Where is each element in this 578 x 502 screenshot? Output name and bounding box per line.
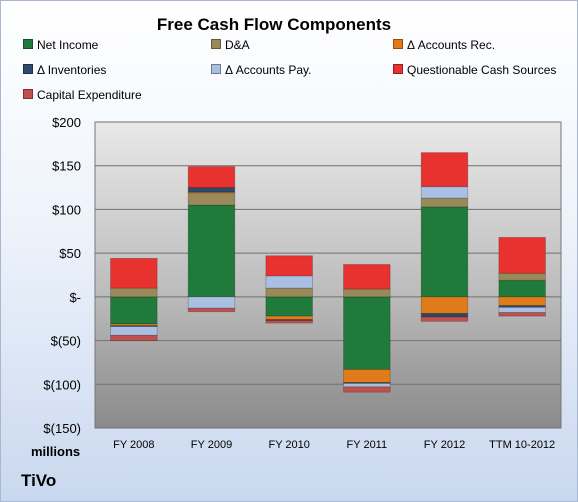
legend-swatch-net-income — [23, 39, 33, 49]
bar-inventories-fy-2009 — [187, 187, 236, 193]
legend-label-net-income: Net Income — [37, 38, 99, 52]
y-tick-label: $(150) — [43, 421, 81, 436]
y-tick-label: $(50) — [51, 334, 81, 349]
legend-item-accounts-rec: Δ Accounts Rec. — [393, 37, 495, 53]
legend-item-capex: Capital Expenditure — [23, 87, 142, 103]
bar-capital-expenditure-ttm-10-2012 — [498, 312, 546, 317]
bar-accounts-rec-fy-2010 — [265, 315, 313, 320]
y-tick-label: $(100) — [43, 377, 81, 392]
legend-swatch-d-and-a — [211, 39, 221, 49]
plot-area — [94, 121, 562, 429]
bars — [110, 152, 546, 393]
legend-item-inventories: Δ Inventories — [23, 62, 106, 78]
legend-label-inventories: Δ Inventories — [37, 63, 107, 77]
x-tick-label: FY 2012 — [424, 439, 465, 451]
company-name: TiVo — [21, 471, 57, 490]
bar-questionable-cash-sources-fy-2012 — [420, 152, 469, 188]
bar-net-income-ttm-10-2012 — [498, 279, 546, 298]
bar-d-a-fy-2012 — [420, 197, 469, 208]
bar-capital-expenditure-fy-2011 — [343, 386, 391, 393]
bar-d-a-fy-2010 — [265, 287, 313, 298]
bar-capital-expenditure-fy-2012 — [420, 316, 469, 322]
legend-item-net-income: Net Income — [23, 37, 98, 53]
bar-net-income-fy-2010 — [265, 296, 313, 317]
bar-accounts-rec-fy-2011 — [343, 369, 391, 383]
bar-accounts-pay-fy-2011 — [343, 383, 391, 388]
x-axis-ticks: FY 2008 FY 2009 FY 2010 FY 2011 FY 2012 TTM 1… — [113, 439, 555, 451]
legend-label-accounts-rec: Δ Accounts Rec. — [407, 38, 496, 52]
legend-label-questionable-cash: Questionable Cash Sources — [407, 63, 557, 77]
y-tick-label: $100 — [52, 202, 81, 217]
bar-questionable-cash-sources-ttm-10-2012 — [498, 237, 546, 274]
bar-capital-expenditure-fy-2009 — [187, 307, 236, 313]
bar-capital-expenditure-fy-2008 — [110, 334, 158, 341]
bar-d-a-fy-2011 — [343, 288, 391, 298]
bar-questionable-cash-sources-fy-2008 — [110, 257, 158, 289]
bar-accounts-pay-ttm-10-2012 — [498, 306, 546, 313]
bar-questionable-cash-sources-fy-2011 — [343, 264, 391, 290]
bar-d-a-ttm-10-2012 — [498, 272, 546, 281]
legend-label-d-and-a: D&A — [225, 38, 250, 52]
unit-label: millions — [31, 444, 80, 459]
bar-inventories-fy-2012 — [420, 313, 469, 318]
legend-item-questionable-cash: Questionable Cash Sources — [393, 62, 556, 78]
bar-capital-expenditure-fy-2010 — [265, 320, 313, 324]
bar-d-a-fy-2008 — [110, 287, 158, 298]
x-tick-label: TTM 10-2012 — [489, 439, 555, 451]
y-tick-label: $150 — [52, 159, 81, 174]
bar-accounts-pay-fy-2009 — [187, 296, 236, 309]
bar-accounts-pay-fy-2008 — [110, 326, 158, 336]
bar-accounts-pay-fy-2012 — [420, 186, 469, 199]
x-tick-label: FY 2011 — [347, 439, 388, 451]
x-tick-label: FY 2009 — [191, 439, 232, 451]
chart-title: Free Cash Flow Components — [156, 15, 392, 34]
legend-swatch-questionable-cash — [393, 64, 403, 74]
chart-legend: Net Income D&A Δ Accounts Rec. Δ Invento… — [23, 37, 563, 107]
bar-net-income-fy-2009 — [187, 204, 236, 298]
legend-item-d-and-a: D&A — [211, 37, 250, 53]
bar-accounts-rec-fy-2012 — [420, 296, 469, 314]
x-tick-label: FY 2010 — [268, 439, 309, 451]
bar-net-income-fy-2012 — [420, 206, 469, 298]
bar-net-income-fy-2011 — [343, 296, 391, 370]
x-tick-label: FY 2008 — [113, 439, 154, 451]
bar-accounts-rec-ttm-10-2012 — [498, 296, 546, 307]
bar-questionable-cash-sources-fy-2010 — [265, 255, 313, 277]
bar-d-a-fy-2009 — [187, 192, 236, 206]
gridlines — [95, 121, 561, 429]
y-tick-label: $200 — [52, 115, 81, 130]
bar-net-income-fy-2008 — [110, 296, 158, 325]
legend-swatch-accounts-pay — [211, 64, 221, 74]
legend-swatch-accounts-rec — [393, 39, 403, 49]
bar-accounts-pay-fy-2010 — [265, 275, 313, 289]
y-tick-label: $- — [69, 290, 81, 305]
legend-label-capex: Capital Expenditure — [37, 88, 142, 102]
y-axis-ticks: $200 $150 $100 $50 $- $(50) $(100) $(150) — [43, 115, 81, 436]
bar-questionable-cash-sources-fy-2009 — [187, 166, 236, 188]
legend-label-accounts-pay: Δ Accounts Pay. — [225, 63, 312, 77]
y-tick-label: $50 — [59, 246, 81, 261]
legend-swatch-inventories — [23, 64, 33, 74]
legend-item-accounts-pay: Δ Accounts Pay. — [211, 62, 312, 78]
legend-swatch-capex — [23, 89, 33, 99]
